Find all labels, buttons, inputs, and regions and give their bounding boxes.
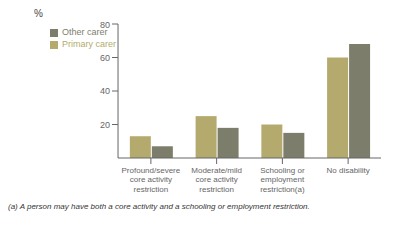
svg-text:Profound/severecore activityre: Profound/severecore activityrestriction [122,166,181,193]
svg-text:20: 20 [100,120,110,130]
svg-text:Moderate/mildcore activityrest: Moderate/mildcore activityrestriction [191,166,242,193]
html-text:Primary carer: Primary carer [62,39,116,49]
svg-text:No disability: No disability [327,166,370,175]
svg-text:60: 60 [100,53,110,63]
svg-text:40: 40 [100,86,110,96]
svg-text:80: 80 [100,20,110,30]
html-text:Other carer: Other carer [62,27,108,37]
html-text:(a) A person may have both a c: (a) A person may have both a core activi… [8,202,310,211]
svg-text:Schooling oremploymentrestrict: Schooling oremploymentrestriction(a) [260,166,305,193]
